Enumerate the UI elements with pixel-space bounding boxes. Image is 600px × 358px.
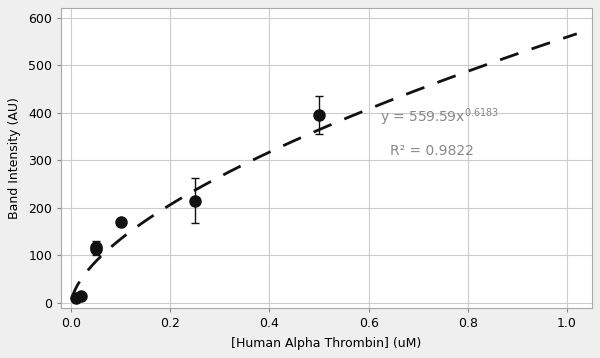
Text: R² = 0.9822: R² = 0.9822 bbox=[390, 144, 474, 158]
X-axis label: [Human Alpha Thrombin] (uM): [Human Alpha Thrombin] (uM) bbox=[232, 337, 422, 350]
Y-axis label: Band Intensity (AU): Band Intensity (AU) bbox=[8, 97, 22, 219]
Text: y = 559.59x$^{0.6183}$: y = 559.59x$^{0.6183}$ bbox=[380, 106, 499, 128]
